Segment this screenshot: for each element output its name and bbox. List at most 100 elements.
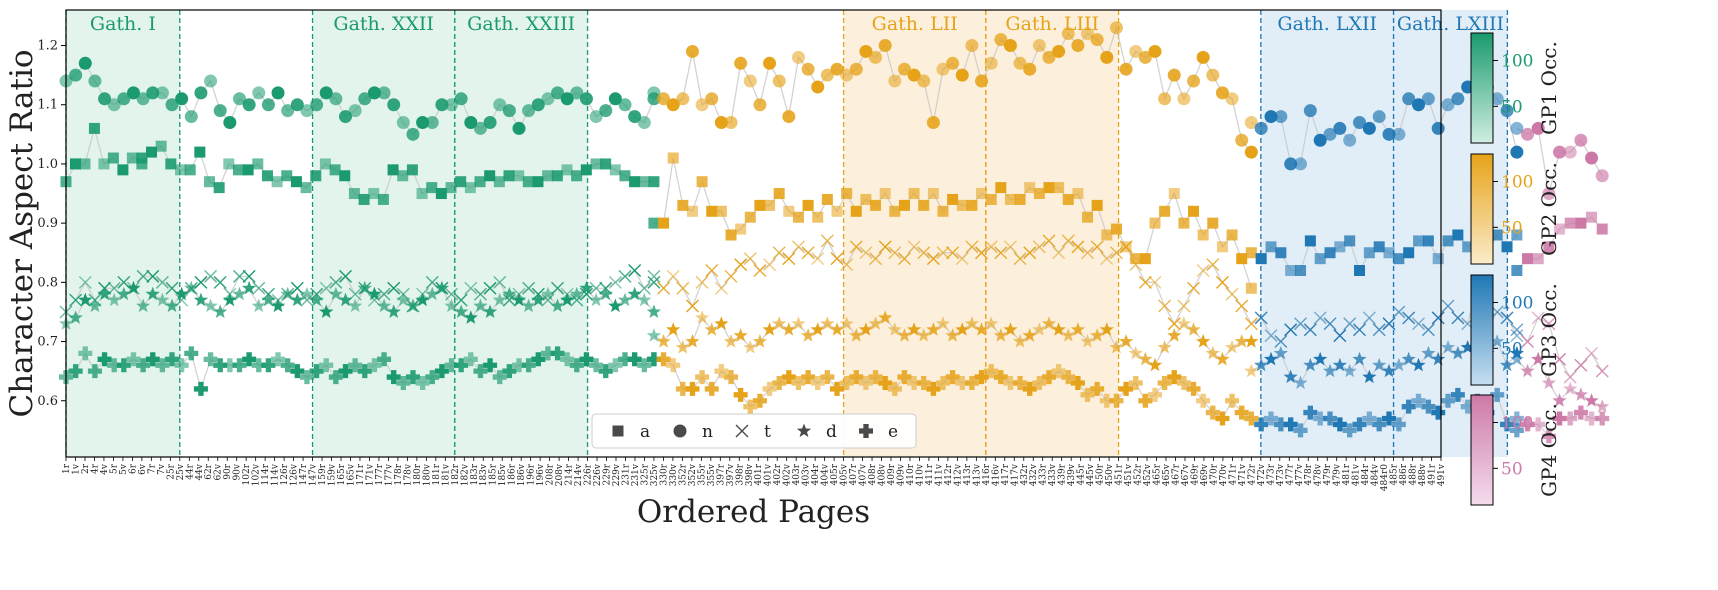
point-e	[1167, 370, 1182, 385]
x-tick-label: 408r	[868, 463, 878, 485]
point-a	[860, 193, 872, 205]
point-d	[1263, 351, 1279, 366]
point-d	[1003, 322, 1018, 336]
point-n	[425, 115, 439, 129]
point-d	[1584, 393, 1599, 407]
point-d	[1090, 328, 1105, 342]
point-d	[232, 286, 247, 301]
point-t	[676, 281, 690, 295]
gathering-label: Gath. LXII	[1277, 13, 1377, 35]
point-d	[145, 286, 160, 301]
x-tick-label: 4r	[90, 463, 100, 474]
point-a	[1442, 235, 1454, 247]
point-n	[1451, 92, 1465, 106]
point-d	[955, 322, 970, 336]
x-tick-label: 25r	[166, 463, 176, 479]
point-a	[484, 170, 496, 182]
point-t	[1274, 335, 1288, 349]
gathering-label: Gath. LIII	[1005, 13, 1099, 35]
x-tick-label: 417v	[1010, 463, 1020, 486]
point-n	[724, 115, 738, 129]
point-e	[830, 381, 845, 396]
point-a	[1139, 253, 1151, 265]
x-tick-label: 465v	[1162, 463, 1172, 486]
point-e	[984, 364, 999, 379]
point-d	[184, 280, 199, 295]
point-n	[1003, 39, 1017, 53]
point-t	[869, 252, 883, 266]
point-n	[599, 104, 613, 118]
point-n	[454, 92, 468, 106]
point-a	[348, 188, 360, 200]
x-tick-label: 405v	[840, 463, 850, 486]
point-n	[165, 98, 179, 112]
x-tick-label: 445r	[1077, 463, 1087, 485]
point-n	[1187, 74, 1201, 88]
point-e	[136, 358, 151, 373]
point-d	[752, 334, 768, 348]
point-t	[1061, 234, 1075, 248]
x-tick-label: 1r	[62, 463, 72, 474]
x-tick-label: 102v	[252, 463, 262, 486]
x-tick-label: 432v	[1029, 463, 1039, 486]
x-tick-label: 186r	[508, 463, 518, 485]
point-e	[319, 358, 334, 373]
point-t	[763, 258, 777, 272]
point-e	[1391, 417, 1406, 432]
x-tick-label: 473v	[1276, 463, 1286, 486]
x-tick-label: 477r	[1285, 463, 1295, 485]
x-tick-label: 62r	[204, 463, 214, 479]
point-e	[1032, 375, 1047, 390]
colorbar-tick-label: 50	[1501, 218, 1523, 238]
point-n	[281, 104, 295, 118]
point-d	[492, 292, 507, 307]
point-d	[1411, 357, 1426, 372]
point-n	[531, 98, 545, 112]
point-d	[348, 298, 363, 313]
point-n	[512, 121, 526, 135]
point-a	[435, 188, 447, 200]
point-e	[1531, 417, 1546, 432]
point-a	[358, 193, 370, 205]
point-n	[1254, 121, 1268, 135]
point-d	[675, 340, 690, 354]
x-tick-label: 472r	[1247, 463, 1257, 485]
point-d	[868, 316, 883, 330]
point-e	[1070, 375, 1085, 390]
point-e	[232, 358, 247, 373]
point-n	[396, 115, 410, 129]
point-t	[628, 264, 642, 277]
point-t	[1313, 311, 1327, 325]
point-d	[743, 340, 758, 354]
point-e	[1109, 393, 1124, 408]
point-n	[714, 115, 728, 129]
point-e	[367, 358, 382, 373]
point-e	[695, 370, 710, 385]
point-d	[1381, 363, 1397, 378]
point-a	[1363, 247, 1375, 259]
point-a	[1216, 241, 1228, 253]
point-n	[1129, 44, 1143, 58]
x-tick-label: 433v	[1048, 463, 1058, 486]
point-a	[956, 199, 968, 211]
point-a	[677, 199, 689, 211]
point-e	[405, 370, 420, 385]
point-e	[781, 370, 796, 385]
point-t	[1158, 299, 1172, 313]
point-e	[261, 358, 276, 373]
x-tick-label: 182v	[460, 463, 470, 486]
point-a	[503, 170, 515, 182]
gathering-band	[454, 10, 588, 457]
point-a	[1168, 188, 1180, 200]
point-d	[136, 298, 151, 313]
point-t	[1254, 311, 1268, 325]
point-n	[1244, 145, 1258, 159]
point-e	[1147, 387, 1162, 402]
point-e	[1421, 399, 1436, 414]
point-t	[734, 258, 748, 272]
point-n	[1225, 92, 1239, 106]
point-t	[753, 264, 767, 277]
point-d	[984, 316, 999, 330]
point-a	[1101, 229, 1113, 241]
point-t	[445, 287, 459, 301]
